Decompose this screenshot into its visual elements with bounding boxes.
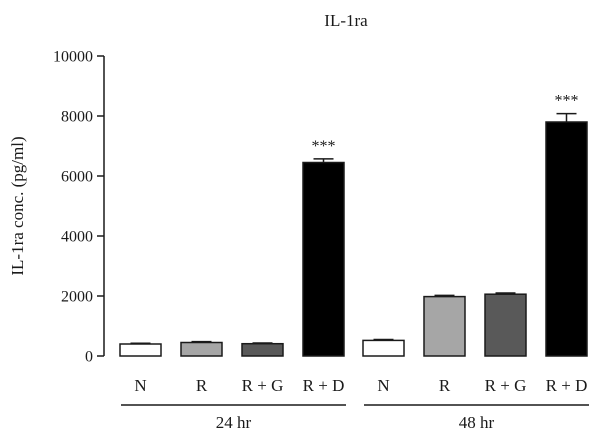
bar (545, 121, 588, 357)
significance-label: *** (312, 138, 336, 155)
bar (180, 341, 223, 357)
bars: *** *** (119, 93, 588, 357)
x-category-label: N (134, 376, 146, 395)
y-tick-label: 10000 (53, 49, 93, 66)
significance-label: *** (555, 93, 579, 110)
y-axis: 0 2000 4000 6000 8000 10000 (53, 49, 105, 366)
y-tick-label: 4000 (61, 229, 93, 246)
bar (484, 293, 527, 357)
group-label: 48 hr (459, 413, 495, 432)
x-category-label: R + D (303, 376, 345, 395)
x-category-label: N (377, 376, 389, 395)
y-axis-label: IL-1ra conc. (pg/ml) (8, 136, 27, 275)
x-category-label: R (439, 376, 451, 395)
bar (362, 339, 405, 357)
y-tick-label: 8000 (61, 109, 93, 126)
group-label: 24 hr (216, 413, 252, 432)
bar (119, 343, 162, 357)
chart-title: IL-1ra (324, 11, 368, 30)
x-axis: N R R + G R + D 24 hr N R R + G R + D 48 hr (121, 376, 589, 432)
y-tick-label: 6000 (61, 169, 93, 186)
x-category-label: R + D (546, 376, 588, 395)
bar (423, 295, 466, 357)
bar (302, 161, 345, 357)
x-category-label: R (196, 376, 208, 395)
x-category-label: R + G (242, 376, 284, 395)
y-tick-label: 0 (85, 349, 93, 366)
y-tick-label: 2000 (61, 289, 93, 306)
x-category-label: R + G (485, 376, 527, 395)
bar (241, 342, 284, 357)
